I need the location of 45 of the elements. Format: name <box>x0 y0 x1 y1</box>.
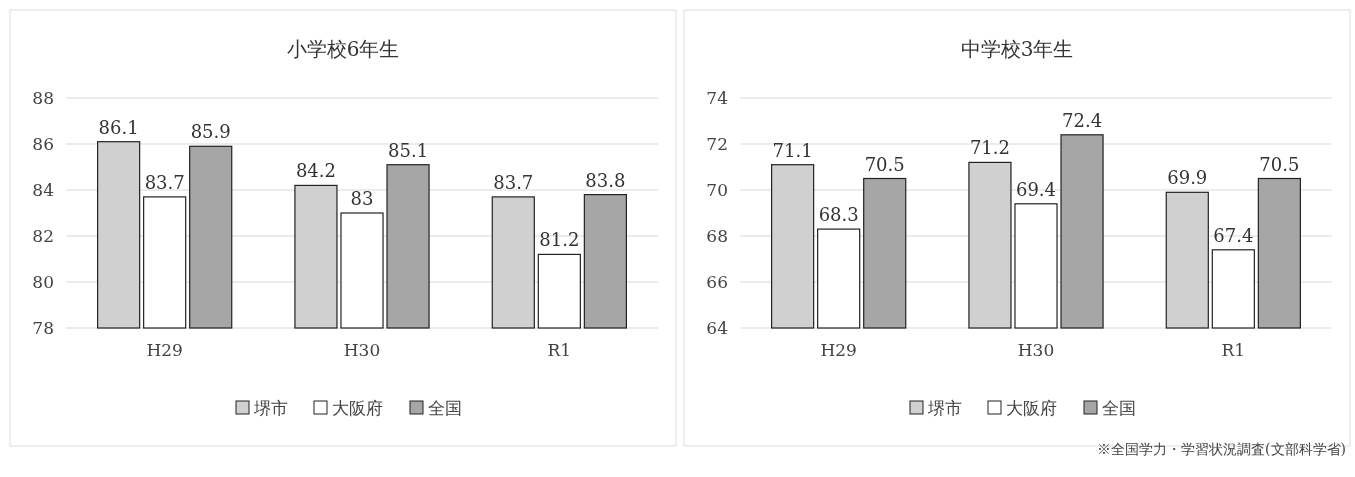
data-label: 71.1 <box>772 139 813 161</box>
y-tick-label: 84 <box>32 179 54 200</box>
data-label: 68.3 <box>818 204 859 226</box>
legend-label: 堺市 <box>253 397 288 418</box>
data-label: 72.4 <box>1062 109 1103 131</box>
data-label: 84.2 <box>295 160 336 182</box>
y-tick-label: 86 <box>32 133 54 154</box>
legend-label: 大阪府 <box>332 397 383 418</box>
data-label: 83 <box>350 188 374 209</box>
data-label: 69.4 <box>1015 178 1057 200</box>
y-tick-label: 70 <box>706 179 728 200</box>
data-label: 69.9 <box>1167 167 1208 189</box>
data-label: 83.8 <box>585 169 626 191</box>
legend-label: 堺市 <box>927 397 962 418</box>
data-label: 70.5 <box>1259 153 1300 175</box>
y-tick-label: 78 <box>32 317 54 338</box>
data-label: 83.7 <box>493 171 534 193</box>
legend-label: 全国 <box>428 397 462 418</box>
text: ※全国学力・学習状況調査(文部科学省) <box>1097 441 1346 457</box>
data-label: 70.5 <box>864 153 905 175</box>
chart-title: 小学校6年生 <box>286 37 400 61</box>
x-tick-label: R1 <box>1221 340 1246 360</box>
x-tick-label: H30 <box>343 340 381 360</box>
x-tick-label: H30 <box>1017 340 1055 360</box>
y-tick-label: 66 <box>706 271 728 292</box>
y-tick-label: 72 <box>706 133 728 154</box>
data-label: 67.4 <box>1213 224 1254 246</box>
legend-label: 大阪府 <box>1006 397 1057 418</box>
y-tick-label: 74 <box>706 87 728 108</box>
y-tick-label: 68 <box>706 225 728 246</box>
y-tick-label: 88 <box>32 87 54 108</box>
data-label: 86.1 <box>98 116 139 138</box>
data-label: 83.7 <box>144 171 185 193</box>
data-label: 71.2 <box>969 137 1010 159</box>
x-tick-label: H29 <box>820 340 857 360</box>
y-tick-label: 80 <box>32 271 54 292</box>
y-tick-label: 64 <box>706 317 728 338</box>
data-label: 85.1 <box>388 139 429 161</box>
x-tick-label: R1 <box>547 340 572 360</box>
data-label: 81.2 <box>539 229 580 251</box>
x-tick-label: H29 <box>146 340 183 360</box>
legend-label: 全国 <box>1102 397 1136 418</box>
y-tick-label: 82 <box>32 225 54 246</box>
data-label: 85.9 <box>190 121 231 143</box>
chart-title: 中学校3年生 <box>960 37 1074 61</box>
